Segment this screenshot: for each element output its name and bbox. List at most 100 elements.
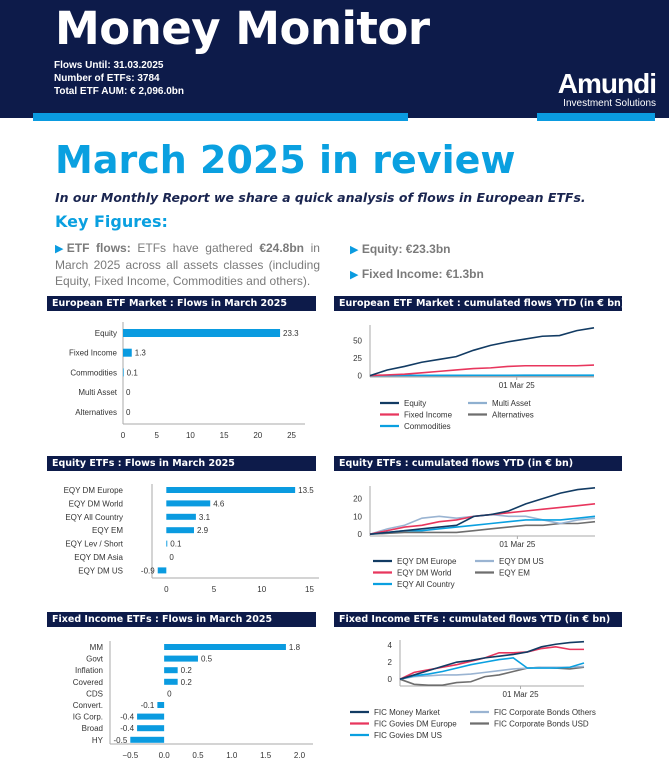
- category-label: MM: [90, 643, 104, 652]
- data-label: 1.8: [289, 643, 301, 652]
- bar: [130, 736, 165, 743]
- x-tick-label: 0.0: [159, 751, 171, 760]
- section-header: European ETF Market : cumulated flows YT…: [334, 296, 622, 311]
- section-header: Equity ETFs : cumulated flows YTD (in € …: [334, 456, 622, 471]
- data-label: 0.1: [170, 540, 182, 549]
- series-line: [399, 665, 585, 680]
- legend-label: EQY All Country: [397, 580, 455, 589]
- series-line: [369, 327, 595, 377]
- data-label: 3.1: [199, 513, 211, 522]
- data-label: 23.3: [283, 329, 299, 338]
- y-tick-label: 0: [358, 530, 363, 539]
- amundi-logo: Amundi Investment Solutions: [538, 70, 657, 110]
- bullet-arrow-icon: ▶: [55, 243, 67, 255]
- x-tick-label: 5: [154, 431, 159, 440]
- y-tick-label: 4: [388, 641, 393, 650]
- series-line: [399, 657, 585, 680]
- category-label: EQY EM: [92, 526, 123, 535]
- section-header: European ETF Market : Flows in March 202…: [47, 296, 316, 311]
- flows-until: Flows Until: 31.03.2025: [54, 60, 164, 71]
- bar: [164, 678, 178, 685]
- data-label: 0.2: [181, 678, 193, 687]
- number-of-etfs: Number of ETFs: 3784: [54, 73, 160, 84]
- x-tick-label: 01 Mar 25: [499, 381, 536, 390]
- data-label: -0.4: [120, 713, 134, 722]
- x-tick-label: 1.0: [226, 751, 238, 760]
- category-label: EQY All Country: [65, 513, 123, 522]
- y-tick-label: 0: [388, 675, 393, 684]
- bar: [123, 348, 132, 357]
- legend-label: FIC Corporate Bonds USD: [494, 720, 589, 729]
- category-label: EQY DM Europe: [64, 486, 124, 495]
- x-tick-label: 01 Mar 25: [499, 540, 536, 549]
- x-tick-label: −0.5: [122, 751, 138, 760]
- data-label: 0.5: [201, 655, 213, 664]
- section-header: Fixed Income ETFs : Flows in March 2025: [47, 612, 316, 627]
- x-tick-label: 1.5: [260, 751, 272, 760]
- data-label: 4.6: [213, 499, 225, 508]
- equity-figure: Equity: €23.3bn: [361, 242, 451, 256]
- x-tick-label: 2.0: [294, 751, 306, 760]
- x-tick-label: 15: [220, 431, 229, 440]
- key-figures-heading: Key Figures:: [55, 212, 168, 231]
- x-tick-label: 10: [186, 431, 195, 440]
- y-tick-label: 20: [353, 495, 362, 504]
- category-label: EQY DM World: [69, 499, 123, 508]
- etf-flows-label: ETF flows:: [66, 241, 131, 255]
- data-label: 0: [167, 689, 172, 698]
- bar: [166, 527, 194, 534]
- accent-bar: [537, 113, 655, 121]
- bar: [123, 329, 281, 337]
- data-label: 0.2: [181, 666, 193, 675]
- bullet-arrow-icon: ▶: [350, 244, 359, 256]
- category-label: CDS: [86, 689, 103, 698]
- data-label: -0.9: [141, 566, 155, 575]
- category-label: Alternatives: [75, 408, 117, 417]
- bar: [123, 368, 124, 377]
- legend-label: FIC Govies DM Europe: [374, 720, 457, 729]
- logo-subtitle: Investment Solutions: [563, 98, 656, 109]
- category-label: HY: [92, 736, 104, 745]
- bullet-arrow-icon: ▶: [350, 269, 359, 281]
- x-tick-label: 25: [287, 431, 296, 440]
- legend-label: FIC Corporate Bonds Others: [494, 708, 596, 717]
- bar: [166, 487, 296, 493]
- total-aum: Total ETF AUM: € 2,096.0bn: [54, 86, 185, 97]
- x-tick-label: 5: [212, 585, 217, 594]
- bar: [166, 540, 168, 547]
- legend-label: EQY DM Europe: [397, 557, 457, 566]
- bar: [157, 567, 167, 574]
- data-label: 0.1: [127, 368, 139, 377]
- legend-label: EQY DM World: [397, 569, 451, 578]
- legend-label: Alternatives: [492, 411, 534, 420]
- legend-label: Multi Asset: [492, 399, 531, 408]
- bar: [137, 725, 165, 732]
- category-label: IG Corp.: [73, 713, 103, 722]
- x-tick-label: 0.5: [192, 751, 204, 760]
- category-label: Multi Asset: [78, 388, 117, 397]
- x-tick-label: 0: [164, 585, 169, 594]
- intro-text: In our Monthly Report we share a quick a…: [55, 190, 586, 205]
- etf-flows-text: in March 2025 across all assets classes …: [55, 241, 320, 288]
- data-label: 0: [126, 388, 131, 397]
- etf-flows-bullet: ▶ETF flows: ETFs have gathered €24.8bn i…: [55, 240, 320, 289]
- series-line: [369, 364, 595, 377]
- etf-flows-text: ETFs have gathered: [130, 241, 260, 255]
- bar: [137, 713, 165, 720]
- data-label: -0.1: [141, 701, 155, 710]
- category-label: Govt: [86, 655, 104, 664]
- equity-bullet: ▶ Equity: €23.3bn: [350, 241, 451, 258]
- data-label: 0: [126, 408, 131, 417]
- y-tick-label: 0: [358, 372, 363, 381]
- category-label: Broad: [82, 724, 103, 733]
- y-tick-label: 2: [388, 658, 393, 667]
- data-label: 0: [169, 553, 174, 562]
- bar: [164, 644, 286, 650]
- y-tick-label: 10: [353, 512, 362, 521]
- category-label: EQY DM US: [78, 566, 123, 575]
- legend-label: Commodities: [404, 422, 451, 431]
- y-tick-label: 25: [353, 354, 362, 363]
- x-tick-label: 10: [257, 585, 266, 594]
- report-title: Money Monitor: [55, 2, 430, 55]
